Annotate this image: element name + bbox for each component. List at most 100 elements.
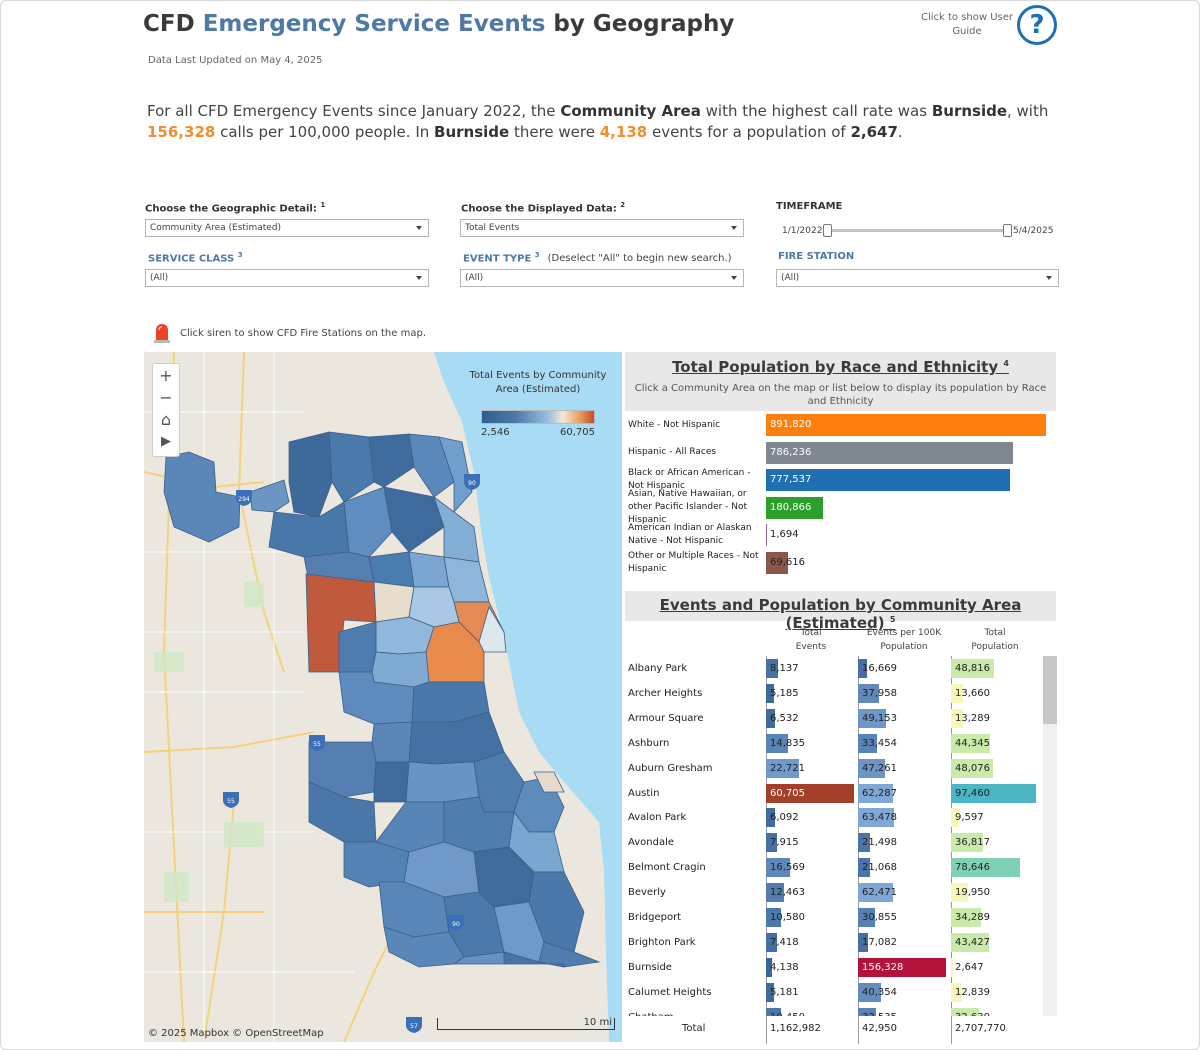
events-bar[interactable] [766, 708, 776, 728]
table-row[interactable]: Calumet Heights 5,181 40,354 12,839 [625, 980, 1043, 1005]
table-row[interactable]: Avondale 7,915 21,498 36,817 [625, 830, 1043, 855]
population-bar[interactable] [951, 783, 1036, 803]
events-bar[interactable] [766, 1007, 782, 1016]
events-bar[interactable] [766, 982, 774, 1002]
zoom-out-button[interactable]: − [159, 388, 173, 407]
events-bar[interactable] [766, 659, 778, 678]
table-row[interactable]: Beverly 12,463 62,471 19,950 [625, 880, 1043, 905]
col-header-rate[interactable]: Events per 100K Population [866, 628, 942, 652]
geo-detail-select[interactable]: Community Area (Estimated) [145, 219, 429, 237]
table-row[interactable]: Austin 60,705 62,287 97,460 [625, 781, 1043, 806]
events-bar[interactable] [766, 783, 854, 803]
population-bar[interactable] [951, 982, 963, 1002]
race-row[interactable]: Black or African American - Not Hispanic… [625, 467, 1057, 493]
siren-icon[interactable] [153, 322, 171, 344]
table-scrollbar-thumb[interactable] [1043, 656, 1057, 724]
rate-bar[interactable] [858, 957, 946, 977]
race-bar[interactable] [766, 469, 1011, 491]
timeframe-start-handle[interactable] [823, 224, 832, 237]
rate-bar[interactable] [858, 808, 894, 828]
table-row[interactable]: Belmont Cragin 16,569 21,068 78,646 [625, 855, 1043, 880]
race-row[interactable]: Hispanic - All Races 786,236 [625, 440, 1057, 466]
race-bar[interactable] [766, 441, 1013, 464]
table-row[interactable]: Auburn Gresham 22,721 47,261 48,076 [625, 756, 1043, 781]
user-guide-label[interactable]: Click to show User Guide [920, 12, 1014, 37]
race-row[interactable]: Other or Multiple Races - Not Hispanic 69… [625, 550, 1057, 576]
events-bar[interactable] [766, 858, 791, 878]
rate-bar[interactable] [858, 858, 870, 878]
table-row[interactable]: Archer Heights 5,185 37,958 13,660 [625, 681, 1043, 706]
timeframe-end-handle[interactable] [1003, 224, 1012, 237]
community-table: Albany Park 8,137 16,669 48,816 Archer Heigh… [1, 1, 1199, 1016]
rate-bar[interactable] [858, 783, 894, 803]
population-bar[interactable] [951, 883, 969, 903]
table-row[interactable]: Brighton Park 7,418 17,082 43,427 [625, 930, 1043, 955]
population-bar[interactable] [951, 908, 981, 927]
events-bar[interactable] [766, 683, 774, 703]
col-header-population[interactable]: Total Population [971, 628, 1019, 652]
help-icon[interactable]: ? [1017, 5, 1057, 45]
events-bar[interactable] [766, 758, 799, 778]
population-bar[interactable] [951, 833, 984, 853]
population-bar[interactable] [951, 659, 994, 678]
rate-bar[interactable] [858, 683, 880, 703]
rate-bar[interactable] [858, 908, 876, 927]
displayed-data-select[interactable]: Total Events [460, 219, 744, 237]
fire-station-select[interactable]: (All) [776, 269, 1059, 287]
events-bar[interactable] [766, 883, 785, 903]
rate-bar[interactable] [858, 883, 894, 903]
population-bar[interactable] [951, 932, 989, 952]
events-bar[interactable] [766, 957, 772, 977]
rate-bar[interactable] [858, 932, 868, 952]
race-row[interactable]: Asian, Native Hawaiian, or other Pacific… [625, 489, 1057, 525]
population-bar[interactable] [951, 808, 960, 828]
race-row[interactable]: American Indian or Alaskan Native - Not … [625, 522, 1057, 548]
population-bar[interactable] [951, 758, 993, 778]
population-bar[interactable] [951, 708, 963, 728]
rate-bar[interactable] [858, 659, 868, 678]
community-areas[interactable] [163, 431, 601, 968]
table-row[interactable]: Albany Park 8,137 16,669 48,816 [625, 656, 1043, 681]
table-row[interactable]: Chatham 10,450 32,535 32,630 [625, 1005, 1043, 1016]
table-row[interactable]: Burnside 4,138 156,328 2,647 [625, 955, 1043, 980]
race-bar[interactable] [766, 551, 788, 574]
events-bar[interactable] [766, 932, 777, 952]
population-value: 97,460 [955, 787, 990, 799]
population-bar[interactable] [951, 733, 990, 753]
home-icon[interactable]: ⌂ [160, 410, 172, 429]
race-bar[interactable] [766, 496, 823, 519]
legend-title: Total Events by Community Area (Estimate… [469, 370, 607, 395]
events-bar[interactable] [766, 808, 775, 828]
rate-bar[interactable] [858, 758, 885, 778]
table-row[interactable]: Ashburn 14,835 33,454 44,345 [625, 731, 1043, 756]
events-bar[interactable] [766, 833, 778, 853]
population-bar[interactable] [951, 1007, 980, 1016]
lake-michigan [434, 352, 622, 1042]
events-bar[interactable] [766, 908, 782, 927]
table-row[interactable]: Bridgeport 10,580 30,855 34,289 [625, 905, 1043, 930]
population-bar[interactable] [951, 957, 954, 977]
expand-toolbar-icon[interactable]: ▶ [161, 434, 171, 449]
rate-bar[interactable] [858, 733, 877, 753]
zoom-in-button[interactable]: + [159, 366, 173, 385]
service-class-select[interactable]: (All) [145, 269, 429, 287]
event-type-select[interactable]: (All) [460, 269, 744, 287]
race-bar[interactable] [766, 524, 767, 546]
table-row[interactable]: Armour Square 6,532 49,153 13,289 [625, 706, 1043, 731]
table-row[interactable]: Avalon Park 6,092 63,478 9,597 [625, 805, 1043, 830]
population-bar[interactable] [951, 858, 1020, 878]
rate-bar[interactable] [858, 1007, 877, 1016]
race-bar[interactable] [766, 414, 1046, 436]
rate-bar[interactable] [858, 708, 886, 728]
map-attribution[interactable]: © 2025 Mapbox © OpenStreetMap [148, 1028, 324, 1039]
rate-bar[interactable] [858, 982, 881, 1002]
map-view[interactable]: 294 90 55 55 57 90 [144, 352, 622, 1042]
col-header-events[interactable]: Total Events [795, 628, 827, 652]
population-bar[interactable] [951, 683, 963, 703]
race-row[interactable]: White - Not Hispanic 891,820 [625, 412, 1057, 438]
events-bar[interactable] [766, 733, 788, 753]
rate-bar[interactable] [858, 833, 871, 853]
geo-detail-value: Community Area (Estimated) [150, 223, 282, 233]
table-scrollbar[interactable] [1043, 656, 1057, 1016]
timeframe-slider-track[interactable] [828, 229, 1008, 232]
